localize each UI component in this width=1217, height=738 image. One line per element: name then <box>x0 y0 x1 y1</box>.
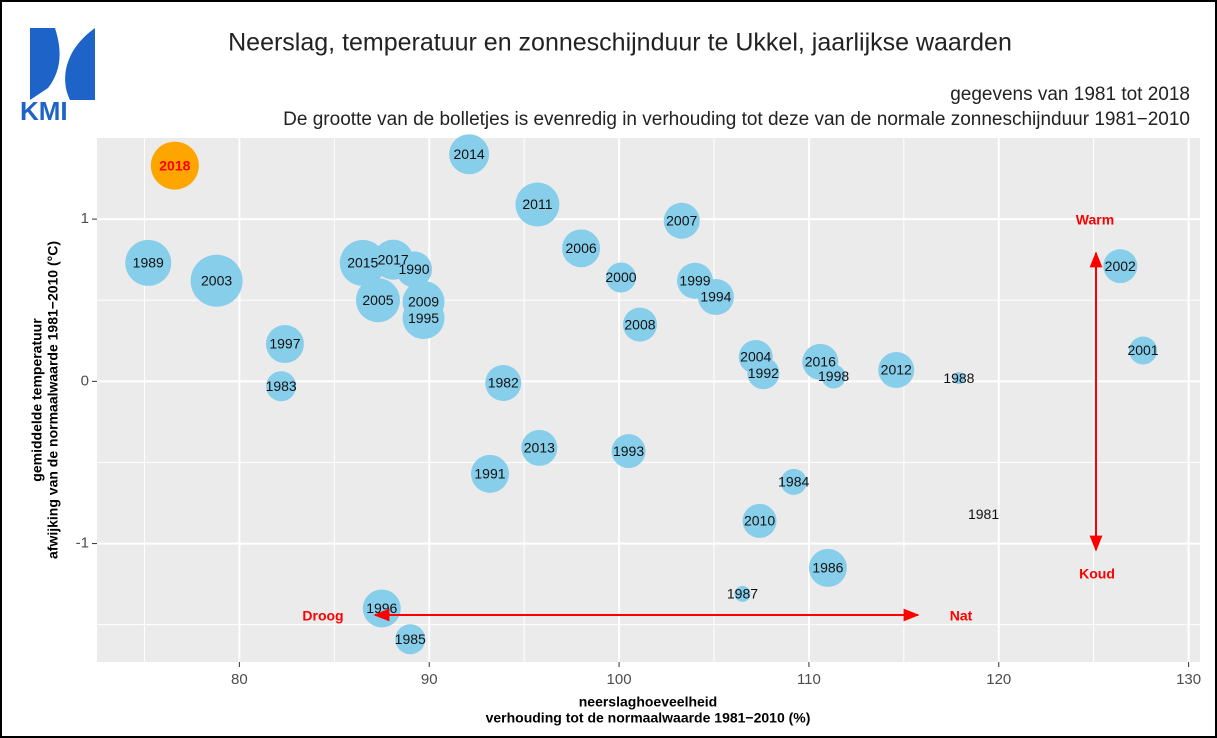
bubble <box>663 202 700 239</box>
point-label: 1991 <box>474 466 505 482</box>
bubble <box>821 364 846 389</box>
point-label: 2004 <box>740 349 771 365</box>
bubble <box>150 141 199 190</box>
point-label: 1999 <box>679 272 710 288</box>
point-label: 2013 <box>524 440 555 456</box>
point-label: 1989 <box>133 255 164 271</box>
point-label: 2010 <box>744 513 775 529</box>
bubble <box>265 325 304 364</box>
bubble <box>395 624 426 655</box>
bubble <box>515 182 560 227</box>
y-axis-label: afwijking van de normaalwaarde 1981−2010… <box>45 241 61 559</box>
plot-background <box>97 138 1200 662</box>
point-label: 1984 <box>778 474 809 490</box>
bubble <box>611 434 646 469</box>
point-label: 1997 <box>269 336 300 352</box>
bubble <box>396 251 433 288</box>
x-tick-label: 80 <box>231 671 248 688</box>
point-label: 2002 <box>1105 258 1136 274</box>
point-label: 2005 <box>362 292 393 308</box>
bubble <box>125 239 172 286</box>
x-tick-label: 130 <box>1176 671 1201 688</box>
point-label: 1993 <box>613 443 644 459</box>
annotation: Koud <box>1079 566 1115 582</box>
bubble <box>780 468 807 495</box>
point-label: 2003 <box>201 272 232 288</box>
y-axis-label: gemiddelde temperatuur <box>29 318 45 482</box>
y-tick-label: 1 <box>81 210 89 227</box>
bubble <box>521 429 558 466</box>
point-label: 2017 <box>378 251 409 267</box>
bubble <box>562 229 601 268</box>
point-label: 2014 <box>454 146 485 162</box>
bubble <box>697 278 734 315</box>
bubble <box>339 239 386 286</box>
point-label: 1992 <box>748 365 779 381</box>
point-label: 1981 <box>968 506 999 522</box>
point-label: 1996 <box>366 600 397 616</box>
x-tick-label: 90 <box>421 671 438 688</box>
bubble <box>485 364 522 401</box>
annotation: Droog <box>302 608 343 624</box>
point-label: 2008 <box>624 316 655 332</box>
x-tick-label: 120 <box>986 671 1011 688</box>
x-axis-label: neerslaghoeveelheid <box>579 694 718 710</box>
annotation: Warm <box>1076 212 1114 228</box>
point-label: 1987 <box>727 586 758 602</box>
x-axis-label: verhouding tot de normaalwaarde 1981−201… <box>486 710 811 726</box>
y-tick-label: -1 <box>76 535 89 552</box>
y-tick-label: 0 <box>81 372 89 389</box>
bubble <box>266 371 297 402</box>
point-label: 1990 <box>398 261 429 277</box>
bubble <box>190 254 243 307</box>
point-label: 2011 <box>522 196 552 212</box>
note: De grootte van de bolletjes is evenredig… <box>283 109 1190 130</box>
bubble <box>605 262 636 293</box>
annotation: Nat <box>950 608 973 624</box>
logo-text: KMI <box>20 96 68 126</box>
bubble <box>878 351 915 388</box>
point-label: 1985 <box>395 631 426 647</box>
point-label: 2016 <box>805 354 836 370</box>
point-label: 2018 <box>159 157 190 173</box>
chart-title: Neerslag, temperatuur en zonneschijnduur… <box>228 29 1012 57</box>
point-label: 2007 <box>666 212 697 228</box>
point-label: 1982 <box>488 375 519 391</box>
x-tick-label: 110 <box>797 671 821 688</box>
x-tick-label: 100 <box>607 671 632 688</box>
bubble <box>449 134 490 175</box>
bubble <box>1129 336 1158 365</box>
bubble <box>734 585 751 602</box>
point-label: 2009 <box>408 294 439 310</box>
point-label: 1988 <box>943 370 974 386</box>
point-label: 1983 <box>266 378 297 394</box>
bubble <box>470 454 509 493</box>
point-label: 1995 <box>408 310 439 326</box>
bubble <box>355 278 400 323</box>
logo: KMI <box>20 28 95 126</box>
point-label: 2012 <box>881 362 912 378</box>
point-label: 2015 <box>347 255 378 271</box>
point-label: 1998 <box>818 368 849 384</box>
bubble <box>1103 249 1138 284</box>
point-label: 2001 <box>1127 342 1158 358</box>
point-label: 1994 <box>700 289 731 305</box>
bubble <box>808 548 847 587</box>
bubble <box>747 357 780 390</box>
bubble <box>952 372 965 385</box>
subtitle: gegevens van 1981 tot 2018 <box>950 84 1190 105</box>
point-label: 2006 <box>566 240 597 256</box>
bubble <box>402 297 445 340</box>
bubble <box>622 307 657 342</box>
point-label: 1986 <box>812 560 843 576</box>
point-label: 2000 <box>605 269 636 285</box>
bubble <box>742 503 777 538</box>
